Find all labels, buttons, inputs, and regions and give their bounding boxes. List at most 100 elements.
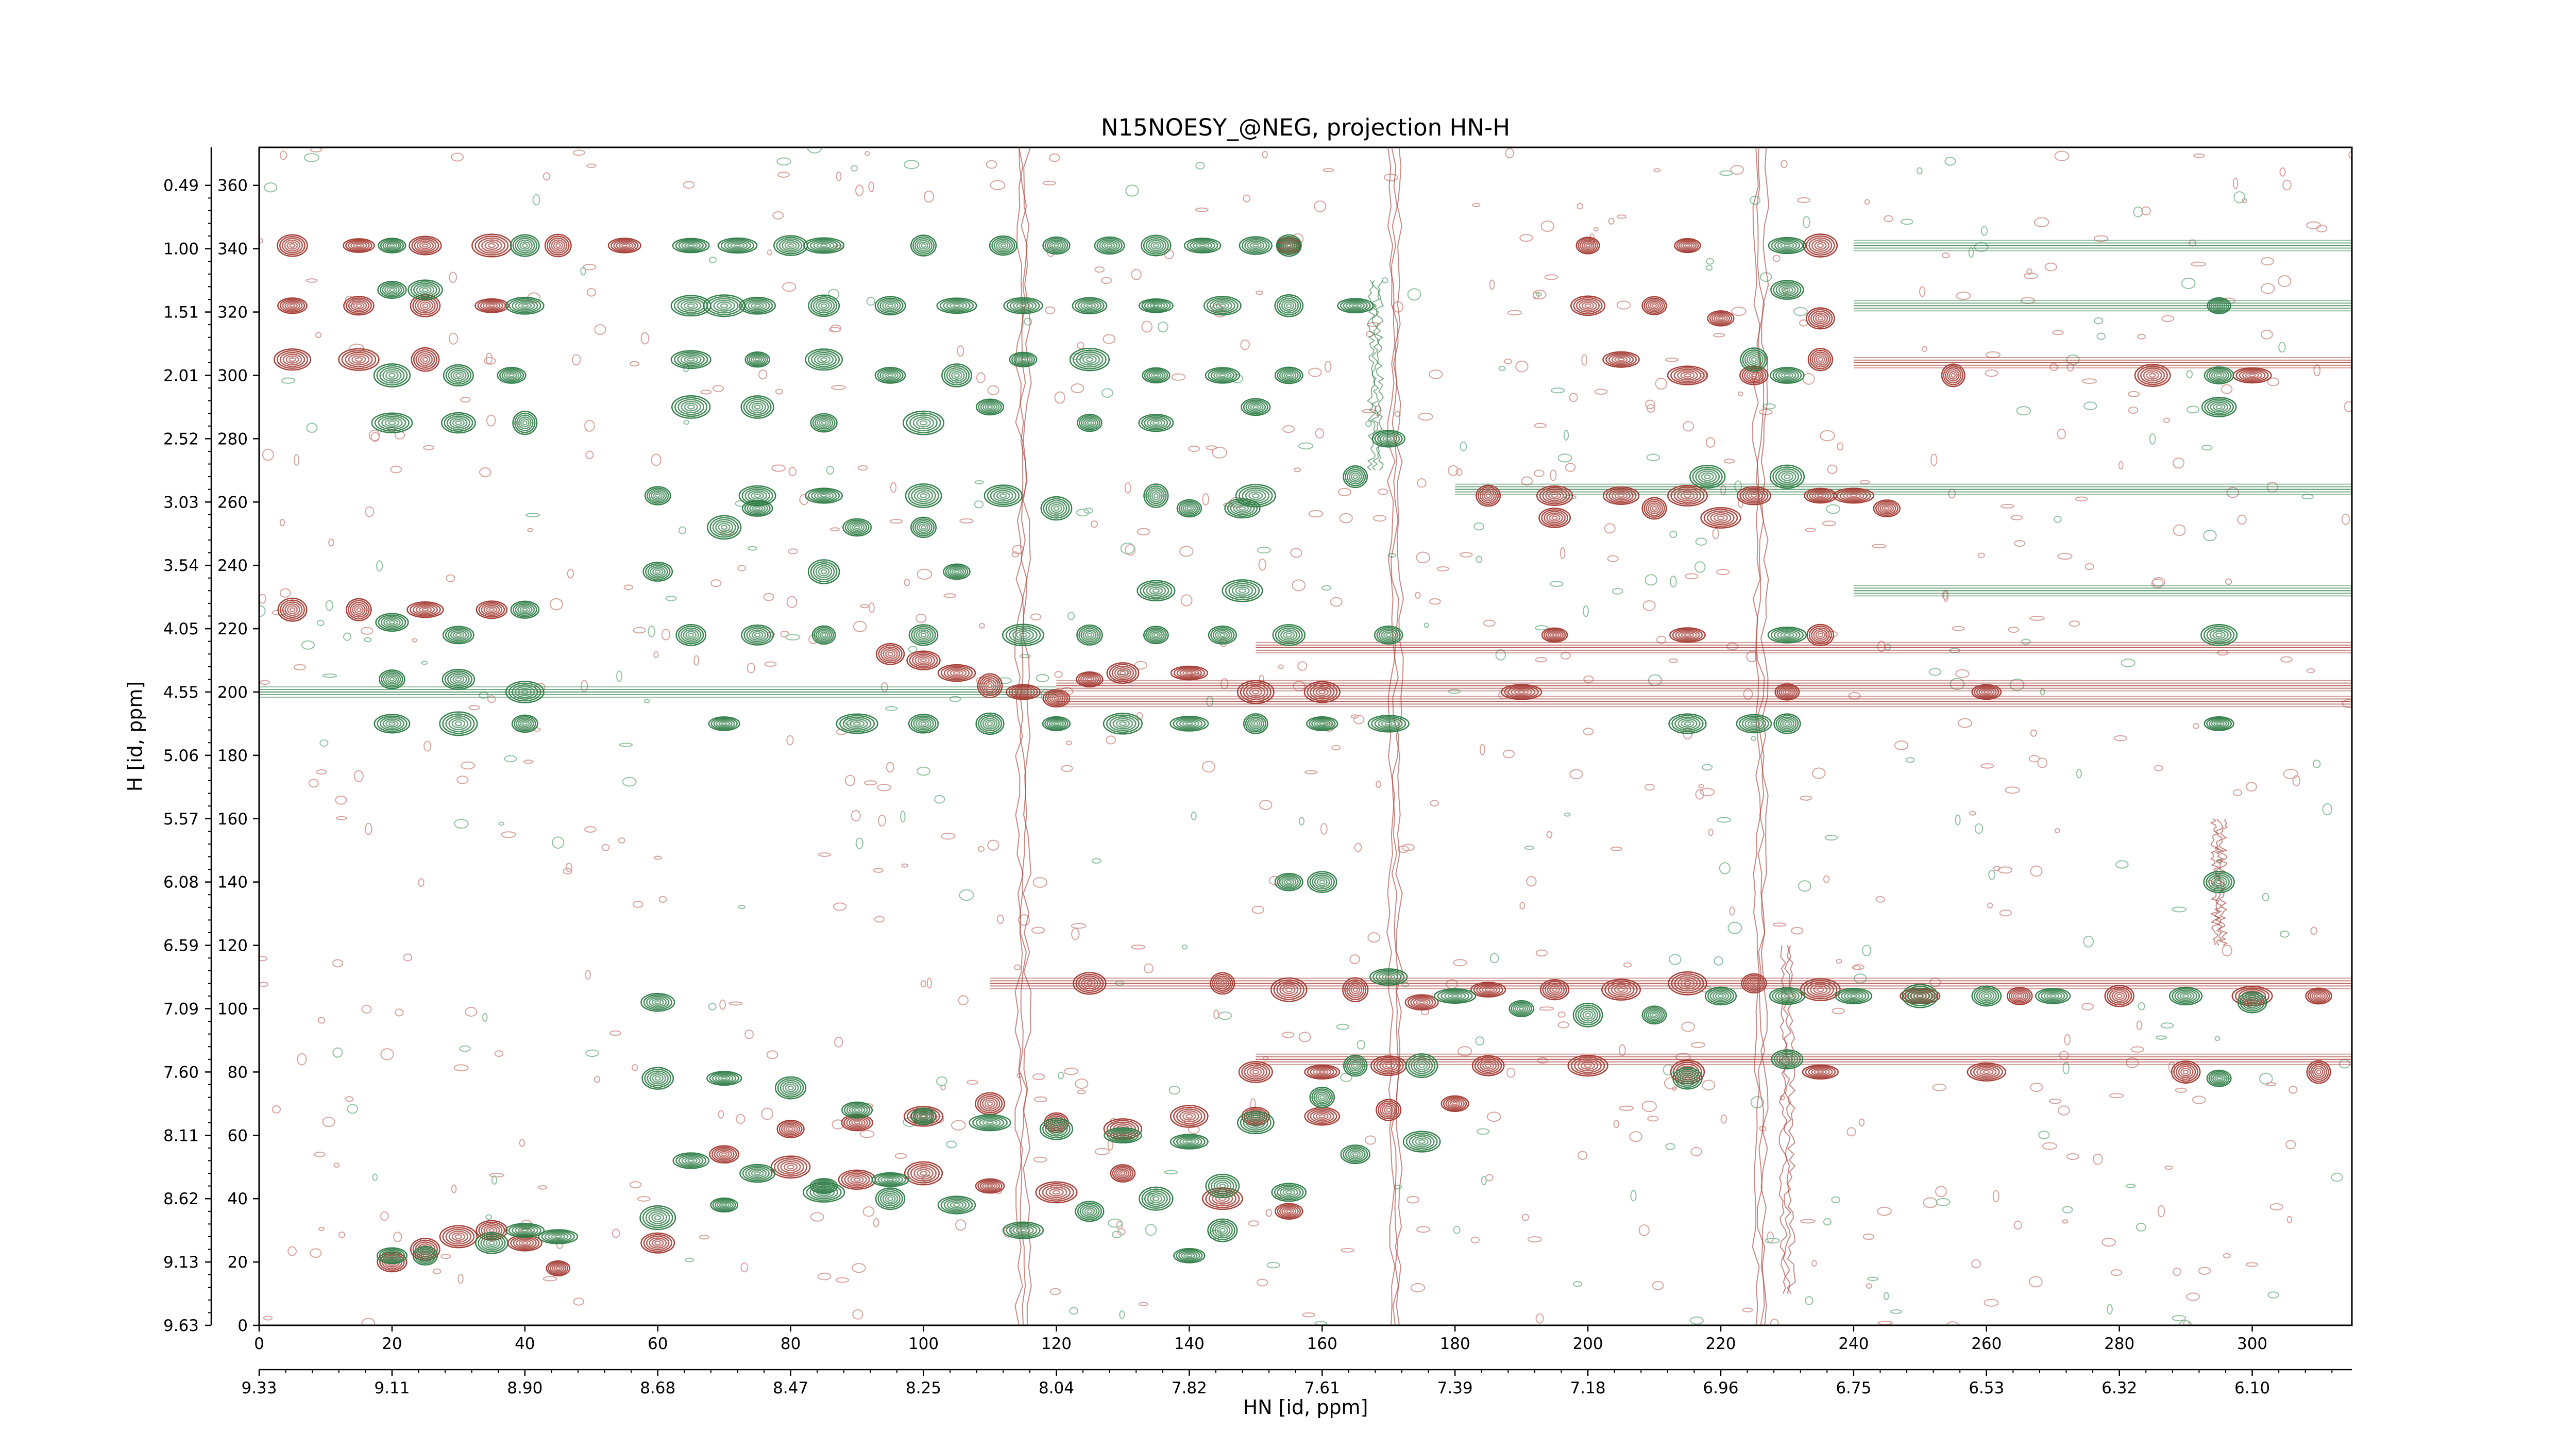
contour-level: [816, 242, 832, 249]
contour-level: [1086, 357, 1094, 362]
contour-level: [884, 1176, 897, 1183]
contour-level: [1504, 685, 1539, 699]
contour-level: [1806, 982, 1835, 998]
contour-level: [2245, 372, 2260, 379]
contour-level: [1747, 353, 1761, 366]
contour-level: [911, 653, 936, 667]
x-ppm-tick-label: 9.33: [241, 1379, 277, 1397]
contour-level: [987, 1184, 993, 1188]
contour-level: [1811, 627, 1830, 643]
contour-level: [1910, 989, 1930, 1003]
contour-level: [1976, 988, 1997, 1003]
contour-level: [1285, 632, 1293, 637]
contour-level: [519, 241, 531, 250]
y-index-tick-label: 320: [217, 304, 248, 322]
noise-contour: [1416, 551, 1431, 564]
noise-contour: [1805, 528, 1816, 532]
contour-level: [442, 1227, 475, 1246]
contour-peak: [741, 500, 773, 517]
contour-level: [1418, 1139, 1426, 1144]
contour-level: [1252, 405, 1259, 409]
noise-contour: [1871, 544, 1887, 549]
contour-level: [1782, 688, 1792, 696]
noise-contour: [549, 598, 563, 611]
contour-level: [821, 420, 827, 425]
noise-contour: [1349, 954, 1360, 965]
noise-contour: [1011, 551, 1020, 558]
contour-level: [654, 569, 661, 574]
contour-level: [1835, 987, 1873, 1004]
contour-level: [277, 297, 308, 314]
noise-contour: [1259, 800, 1273, 811]
contour-level: [1151, 491, 1161, 500]
contour-peak: [1767, 627, 1807, 644]
contour-level: [382, 283, 402, 296]
noise-contour: [328, 538, 334, 547]
contour-level: [1253, 721, 1259, 726]
contour-level: [1776, 684, 1798, 700]
contour-level: [1046, 239, 1066, 252]
contour-level: [1740, 347, 1768, 372]
noise-contour: [2192, 1096, 2206, 1104]
noise-contour: [1727, 921, 1742, 934]
contour-level: [917, 656, 930, 664]
contour-level: [651, 1239, 664, 1247]
contour-level: [1716, 315, 1726, 322]
contour-level: [1584, 1063, 1592, 1068]
noise-contour: [423, 740, 432, 752]
contour-peak: [1094, 236, 1125, 255]
contour-level: [1784, 288, 1791, 292]
noise-contour: [2164, 1165, 2173, 1170]
contour-level: [2216, 304, 2222, 308]
noise-contour: [1533, 423, 1547, 428]
contour-level: [1970, 1064, 2003, 1080]
noise-contour: [1812, 767, 1826, 779]
noise-contour: [719, 999, 726, 1010]
contour-level: [975, 1178, 1005, 1194]
band-line: [1014, 147, 1024, 1325]
contour-level: [749, 503, 766, 513]
contour-peak: [644, 486, 671, 506]
contour-level: [882, 370, 899, 380]
contour-level: [353, 302, 365, 310]
contour-level: [2212, 403, 2226, 411]
noise-contour: [1539, 1006, 1554, 1011]
noise-contour: [1457, 1046, 1472, 1056]
contour-level: [346, 598, 372, 621]
contour-level: [1602, 351, 1640, 368]
contour-level: [1082, 675, 1097, 684]
noise-contour: [1822, 520, 1837, 527]
contour-level: [1783, 243, 1791, 248]
contour-level: [754, 405, 761, 410]
contour-level: [286, 241, 298, 250]
noise-contour: [1793, 307, 1808, 316]
contour-level: [849, 1105, 866, 1115]
contour-level: [953, 671, 961, 676]
contour-level: [1511, 1001, 1532, 1016]
contour-level: [1737, 486, 1771, 506]
noise-contour: [585, 1049, 599, 1057]
y-index-tick-label: 260: [217, 493, 248, 512]
contour-level: [1385, 633, 1392, 637]
noise-contour: [479, 467, 492, 477]
noise-contour: [1168, 1085, 1180, 1095]
contour-level: [1838, 989, 1870, 1003]
noise-contour: [1108, 1218, 1123, 1228]
contour-level: [1251, 719, 1261, 728]
contour-peak: [1236, 680, 1275, 704]
contour-level: [378, 415, 406, 430]
contour-level: [1083, 302, 1096, 309]
contour-level: [1685, 244, 1690, 247]
noise-contour: [1916, 167, 1923, 175]
contour-level: [1044, 238, 1069, 254]
contour-level: [374, 414, 410, 432]
band-line: [1760, 147, 1770, 1325]
contour-level: [654, 1240, 662, 1245]
contour-peak: [1210, 972, 1235, 995]
contour-level: [1285, 1190, 1293, 1195]
contour-level: [519, 606, 531, 613]
noise-contour: [1750, 196, 1761, 205]
contour-level: [547, 235, 570, 256]
contour-level: [975, 712, 1005, 735]
contour-level: [483, 604, 500, 615]
